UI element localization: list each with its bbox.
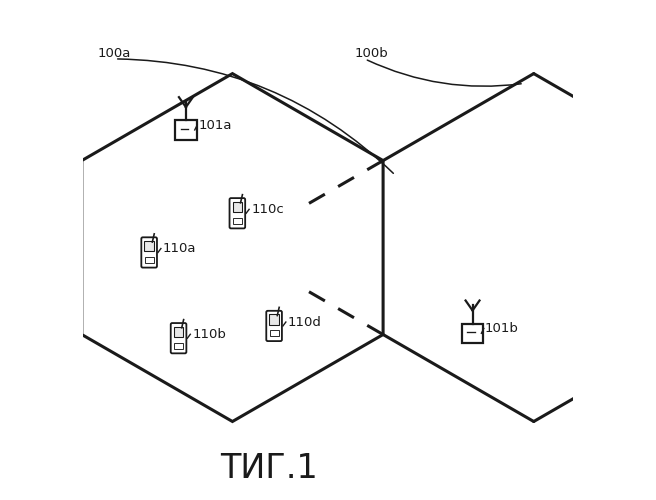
Text: 100b: 100b [355, 46, 389, 60]
Text: 110b: 110b [192, 328, 226, 341]
Bar [233, 218, 242, 224]
Bar [144, 241, 154, 252]
Bar [174, 326, 184, 337]
Text: 101a: 101a [198, 118, 232, 132]
Bar [462, 324, 483, 343]
Text: 110a: 110a [163, 242, 196, 255]
FancyBboxPatch shape [141, 238, 157, 268]
Text: 110d: 110d [288, 316, 321, 328]
FancyBboxPatch shape [266, 311, 282, 341]
Bar [232, 202, 242, 212]
FancyBboxPatch shape [230, 198, 245, 228]
Text: ΤИГ.1: ΤИГ.1 [220, 452, 318, 484]
Bar [269, 314, 279, 325]
Text: 101b: 101b [485, 322, 519, 335]
Text: 110c: 110c [251, 203, 284, 216]
Bar [174, 342, 183, 348]
Bar [175, 120, 197, 140]
Bar [270, 330, 279, 336]
FancyBboxPatch shape [171, 323, 186, 354]
Bar [144, 257, 154, 263]
Text: 100a: 100a [98, 46, 131, 60]
